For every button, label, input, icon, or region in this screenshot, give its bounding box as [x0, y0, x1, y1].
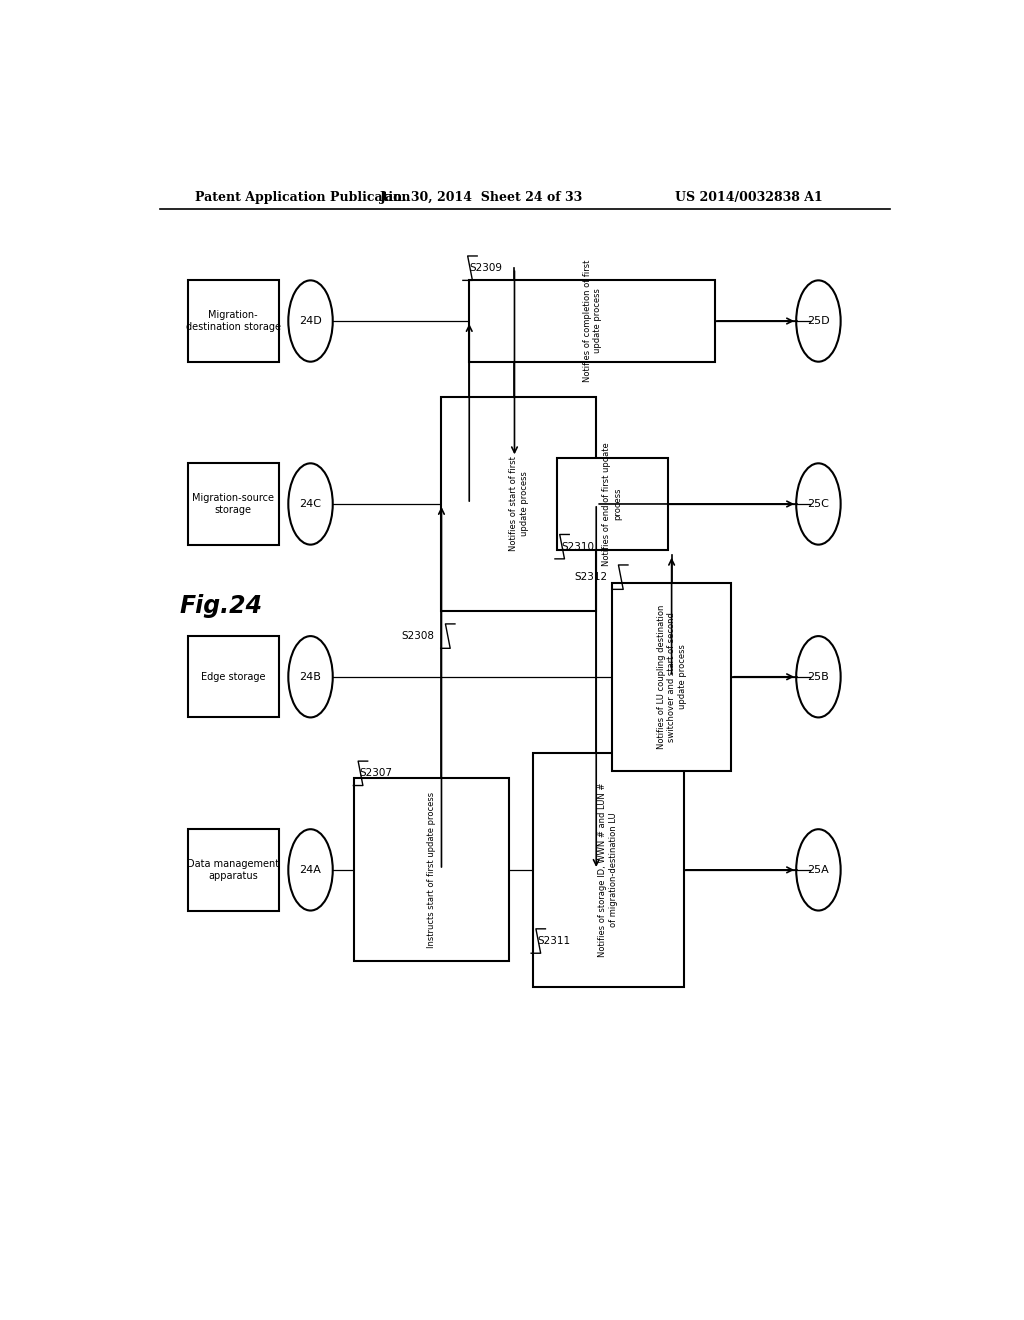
FancyBboxPatch shape	[469, 280, 715, 362]
FancyBboxPatch shape	[532, 752, 684, 987]
Text: 24A: 24A	[300, 865, 322, 875]
FancyBboxPatch shape	[612, 582, 731, 771]
Text: Jan. 30, 2014  Sheet 24 of 33: Jan. 30, 2014 Sheet 24 of 33	[380, 190, 583, 203]
Text: Fig.24: Fig.24	[179, 594, 263, 618]
FancyBboxPatch shape	[354, 779, 509, 961]
Text: S2307: S2307	[359, 768, 393, 779]
Text: Notifies of end of first update
process: Notifies of end of first update process	[602, 442, 622, 566]
Text: S2309: S2309	[469, 263, 502, 273]
Text: 24B: 24B	[300, 672, 322, 681]
Text: US 2014/0032838 A1: US 2014/0032838 A1	[675, 190, 822, 203]
Text: Migration-
destination storage: Migration- destination storage	[185, 310, 281, 331]
Text: 25B: 25B	[808, 672, 829, 681]
Text: S2310: S2310	[561, 541, 594, 552]
Text: S2311: S2311	[538, 936, 570, 946]
Text: Data management
apparatus: Data management apparatus	[187, 859, 280, 880]
Text: Instructs start of first update process: Instructs start of first update process	[427, 792, 436, 948]
Text: 25D: 25D	[807, 315, 829, 326]
Text: S2308: S2308	[401, 631, 434, 642]
Text: Notifies of start of first
update process: Notifies of start of first update proces…	[509, 457, 528, 552]
Text: 25C: 25C	[808, 499, 829, 510]
Text: Notifies of storage ID, WWN # and LUN #
of migration-destination LU: Notifies of storage ID, WWN # and LUN # …	[598, 783, 617, 957]
Text: Patent Application Publication: Patent Application Publication	[196, 190, 411, 203]
Text: 24C: 24C	[300, 499, 322, 510]
Text: 25A: 25A	[808, 865, 829, 875]
Text: Edge storage: Edge storage	[201, 672, 265, 681]
Text: Migration-source
storage: Migration-source storage	[193, 494, 274, 515]
Text: Notifies of LU coupling destination
switchover and start of second
update proces: Notifies of LU coupling destination swit…	[656, 605, 686, 748]
Text: S2312: S2312	[574, 572, 607, 582]
Text: 24D: 24D	[299, 315, 322, 326]
FancyBboxPatch shape	[557, 458, 668, 549]
FancyBboxPatch shape	[441, 397, 596, 611]
Text: Notifies of completion of first
update process: Notifies of completion of first update p…	[583, 260, 602, 383]
